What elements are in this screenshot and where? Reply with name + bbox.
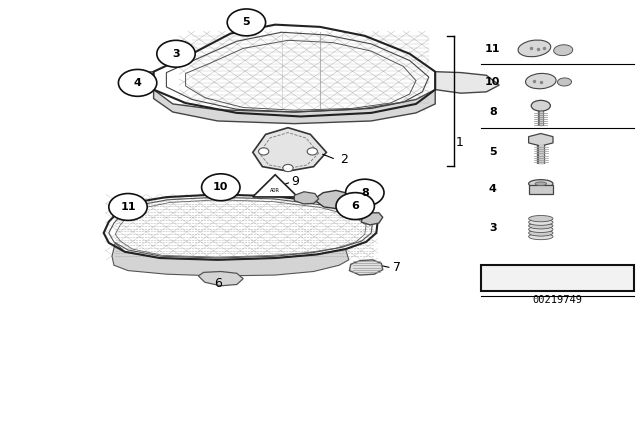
Ellipse shape [529,215,553,222]
Polygon shape [154,90,435,124]
Polygon shape [349,260,383,275]
Text: 00219749: 00219749 [532,295,582,305]
FancyBboxPatch shape [481,265,634,291]
Polygon shape [314,190,355,209]
Circle shape [307,148,317,155]
Ellipse shape [529,230,553,236]
Polygon shape [253,175,298,197]
Text: 8: 8 [489,107,497,117]
Text: 10: 10 [213,182,228,192]
Ellipse shape [529,226,553,233]
Text: 7: 7 [393,261,401,275]
Polygon shape [112,243,349,276]
Polygon shape [122,72,154,93]
Text: 5: 5 [243,17,250,27]
Ellipse shape [525,73,556,89]
Text: 3: 3 [489,223,497,233]
Circle shape [118,69,157,96]
Ellipse shape [531,100,550,111]
Polygon shape [435,72,499,93]
Text: 3: 3 [172,49,180,59]
Text: 1: 1 [456,136,463,149]
Polygon shape [529,185,553,194]
Polygon shape [198,271,243,286]
Circle shape [109,194,147,220]
Text: 5: 5 [489,147,497,157]
Text: 11: 11 [485,44,500,54]
Polygon shape [529,134,553,146]
Text: 10: 10 [485,77,500,86]
Polygon shape [253,128,326,171]
Text: 2: 2 [340,153,348,166]
Ellipse shape [557,78,572,86]
Circle shape [283,164,293,172]
Polygon shape [118,201,144,216]
Ellipse shape [554,45,573,56]
Ellipse shape [535,182,547,185]
Text: 11: 11 [120,202,136,212]
Ellipse shape [529,219,553,225]
Polygon shape [355,198,374,210]
Text: 4: 4 [489,184,497,194]
Ellipse shape [529,180,553,188]
Circle shape [259,148,269,155]
Text: 9: 9 [292,175,300,189]
Ellipse shape [529,233,553,240]
Text: 6: 6 [351,201,359,211]
Text: 6: 6 [214,276,221,290]
Circle shape [336,193,374,220]
Circle shape [202,174,240,201]
Polygon shape [294,192,319,204]
Circle shape [157,40,195,67]
Ellipse shape [518,40,551,57]
Circle shape [227,9,266,36]
Circle shape [346,179,384,206]
Text: 8: 8 [361,188,369,198]
Text: ADR: ADR [270,188,280,194]
Text: 4: 4 [134,78,141,88]
Ellipse shape [529,223,553,229]
Polygon shape [362,213,383,225]
